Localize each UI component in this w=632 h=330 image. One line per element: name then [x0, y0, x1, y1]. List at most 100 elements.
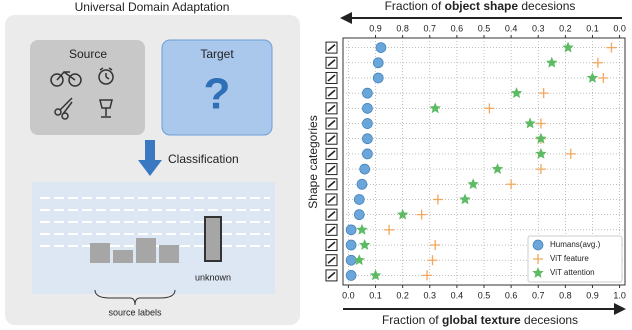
attention-point [532, 267, 544, 278]
attention-point [396, 208, 409, 220]
category-icon-glyph [327, 211, 336, 219]
brace [94, 289, 176, 306]
attention-point [546, 56, 558, 68]
category-icon-glyph [327, 241, 336, 249]
category-icon-glyph [327, 226, 336, 234]
category-icon-glyph [327, 165, 336, 173]
diagram: Universal Domain Adaptation Source Targe… [5, 0, 300, 325]
feature-point [384, 224, 395, 235]
top-axis-title-pre: Fraction of [385, 0, 442, 13]
label-bars [90, 238, 179, 263]
source-label: Source [69, 47, 107, 61]
human-point [372, 57, 384, 69]
feature-point [427, 255, 438, 266]
human-point [359, 163, 371, 175]
category-icon-glyph [327, 180, 336, 188]
human-point [356, 178, 368, 190]
attention-point [535, 132, 547, 144]
feature-point [538, 88, 549, 99]
category-icon-glyph [327, 43, 336, 52]
feature-point [506, 179, 517, 190]
human-point [345, 224, 357, 236]
feature-point [598, 72, 609, 83]
category-icon-glyph [327, 104, 336, 112]
attention-point [358, 239, 371, 250]
x-tick-label: 0.2 [396, 290, 409, 300]
x2-tick-label: 0.1 [586, 23, 599, 33]
source-box [30, 40, 145, 135]
human-point [362, 148, 373, 160]
human-point [362, 133, 373, 145]
category-icon-glyph [327, 271, 336, 280]
human-point [345, 254, 357, 266]
source-labels-label: source labels [108, 307, 162, 317]
attention-point [356, 223, 368, 235]
feature-point [533, 254, 543, 264]
feature-point [430, 240, 441, 251]
x-tick-label: 0.7 [532, 290, 545, 300]
x-tick-label: 0.3 [424, 290, 437, 300]
feature-point [592, 57, 603, 68]
diagram-title: Universal Domain Adaptation [75, 0, 230, 14]
top-axis-title-post: decesions [521, 0, 575, 13]
top-axis-title: Fraction of object shape decesions [385, 0, 576, 13]
attention-point [535, 147, 547, 159]
category-icon-glyph [327, 150, 336, 158]
source-icons [50, 67, 114, 120]
feature-point [606, 42, 617, 53]
category-icon-glyph [327, 59, 336, 67]
y-axis-title: Shape categories [306, 115, 320, 208]
category-icon-glyph [327, 74, 336, 82]
legend-label: Humans(avg.) [550, 240, 601, 249]
target-box [161, 39, 273, 136]
bottom-axis-title-bold: global texture [442, 313, 521, 327]
x-tick-label: 0.9 [586, 290, 599, 300]
x-tick-label: 1.0 [613, 290, 626, 300]
attention-point [353, 254, 365, 266]
bottom-axis-title-pre: Fraction of [382, 313, 439, 327]
feature-point [422, 270, 433, 281]
legend-label: ViT feature [550, 254, 589, 263]
attention-point [586, 71, 599, 83]
human-point [362, 118, 373, 129]
x2-tick-label: 0.3 [532, 23, 545, 33]
attention-point [562, 41, 574, 53]
attention-point [524, 117, 536, 129]
unknown-bar [204, 216, 222, 262]
legend-box [527, 235, 623, 283]
human-point [362, 102, 373, 114]
attention-point [491, 163, 504, 174]
feature-point [565, 148, 576, 159]
x-tick-label: 0.5 [478, 290, 491, 300]
category-icon-glyph [327, 89, 336, 97]
bottom-arrow-head [614, 303, 626, 315]
x2-tick-label: 0.7 [424, 23, 437, 33]
feature-point [535, 164, 546, 175]
bottom-axis-title: Fraction of global texture decesions [382, 313, 578, 327]
attention-point [459, 193, 471, 205]
x2-tick-label: 0.8 [396, 23, 409, 33]
human-point [353, 209, 365, 221]
attention-point [429, 102, 441, 114]
top-arrow-head [340, 12, 352, 24]
down-arrow [138, 140, 162, 176]
human-point [372, 72, 384, 84]
x-tick-label: 0.6 [505, 290, 518, 300]
x-tick-label: 0.4 [451, 290, 464, 300]
chart: Fraction of object shape decesions Fract… [306, 0, 626, 327]
x2-tick-label: 0.6 [451, 23, 464, 33]
category-icon-glyph [327, 256, 336, 264]
human-point [345, 270, 357, 281]
category-icon-glyph [327, 195, 336, 204]
feature-point [432, 194, 443, 205]
attention-point [510, 87, 523, 99]
category-icon-glyph [327, 135, 336, 143]
x2-tick-label: 0.5 [478, 23, 491, 33]
legend-label: ViT attention [550, 268, 595, 277]
classification-label: Classification [168, 152, 239, 166]
x2-tick-label: 0.9 [369, 23, 382, 33]
x-tick-label: 0.0 [342, 290, 355, 300]
feature-point [535, 118, 546, 129]
x-tick-label: 0.8 [559, 290, 572, 300]
